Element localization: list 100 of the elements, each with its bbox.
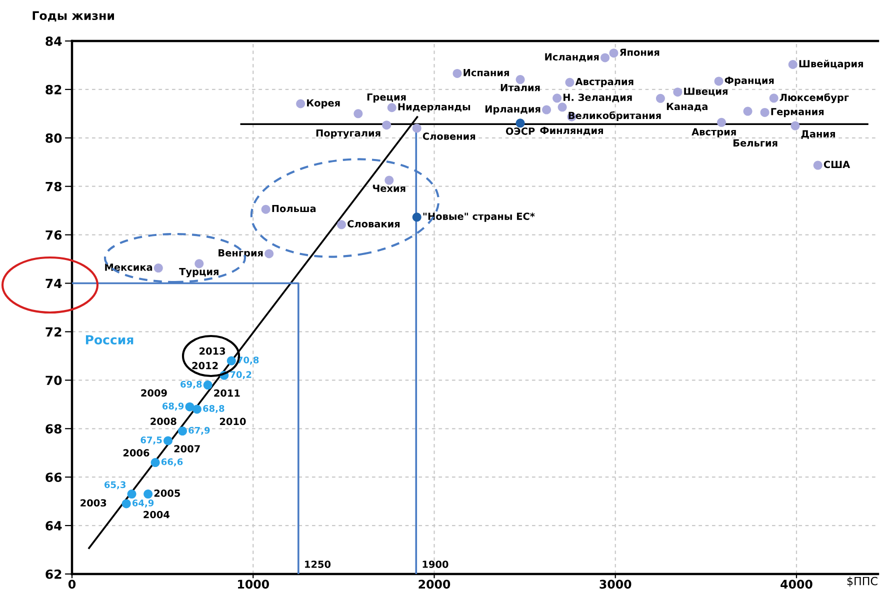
point — [185, 402, 194, 412]
point — [656, 94, 665, 103]
y-axis-title: Годы жизни — [32, 11, 114, 22]
data-label: 69,8 — [180, 380, 202, 389]
point — [412, 124, 422, 133]
point — [717, 118, 726, 127]
annotation: Великобритания — [568, 111, 661, 122]
point — [516, 118, 525, 128]
point — [154, 264, 163, 273]
annotation: Испания — [464, 69, 509, 76]
point — [122, 499, 131, 508]
point — [542, 105, 552, 114]
annotation: Канада — [666, 102, 708, 112]
annotation: Италия — [500, 84, 540, 92]
annotation: 2005 — [154, 490, 180, 497]
annotation: Португалия — [316, 129, 380, 139]
point — [384, 176, 394, 185]
data-label: 67,9 — [188, 426, 210, 435]
annotation: Греция — [367, 93, 406, 103]
x-tick-label: 2000 — [418, 580, 450, 589]
annotation: Чехия — [373, 184, 406, 192]
text: Россия — [86, 335, 134, 344]
x-tick-label: 0 — [68, 580, 76, 589]
data-label: 70,2 — [230, 371, 252, 380]
annotation: 2007 — [174, 445, 200, 452]
y-tick-label: 64 — [46, 521, 62, 530]
annotation: 2010 — [220, 418, 246, 426]
data-label: 66,6 — [161, 458, 183, 466]
annotation: Дания — [801, 130, 835, 139]
point — [558, 102, 567, 112]
point — [226, 356, 236, 366]
y-tick-label: 68 — [46, 424, 62, 434]
point — [760, 108, 770, 117]
point — [194, 259, 204, 268]
point — [412, 212, 422, 222]
annotation: Словения — [422, 132, 476, 140]
point — [813, 160, 822, 170]
annotation: 2006 — [123, 449, 150, 457]
annotation: Финляндия — [540, 126, 603, 136]
annotation: 1250 — [305, 560, 331, 568]
point — [337, 220, 346, 230]
y-tick-label: 72 — [46, 327, 62, 336]
annotation: США — [824, 160, 850, 168]
annotation: Турция — [179, 268, 218, 278]
y-tick-label: 78 — [46, 182, 62, 192]
point — [163, 436, 172, 446]
annotation: Бельгия — [734, 139, 778, 147]
annotation: Германия — [771, 108, 824, 118]
y-tick-label: 62 — [46, 569, 62, 579]
annotation: Словакия — [348, 220, 400, 228]
point — [516, 75, 525, 84]
point — [452, 68, 462, 78]
annotation: 1900 — [422, 560, 448, 568]
y-tick-label: 76 — [46, 230, 62, 240]
annotation: 2004 — [144, 510, 170, 518]
data-label: 68,8 — [203, 405, 224, 414]
y-tick-label: 80 — [46, 133, 62, 143]
annotation: 2013 — [200, 347, 226, 355]
annotation: 2003 — [80, 499, 106, 507]
annotation: Франция — [724, 76, 774, 86]
annotation: 2008 — [150, 418, 176, 426]
point — [354, 109, 363, 118]
annotation: Мексика — [105, 264, 152, 271]
y-tick-label: 66 — [46, 472, 62, 482]
point — [387, 103, 396, 112]
y-tick-label: 84 — [46, 36, 62, 46]
point — [144, 490, 153, 499]
annotation: "Новые" страны ЕС* — [423, 212, 535, 222]
point — [296, 99, 306, 108]
point — [743, 106, 752, 116]
data-label: 65,3 — [104, 481, 126, 490]
annotation: 2012 — [192, 362, 218, 370]
annotation: Швеция — [684, 88, 728, 96]
point — [264, 249, 274, 258]
point — [790, 121, 800, 130]
annotation: Япония — [620, 48, 660, 56]
point — [382, 120, 392, 130]
annotation: Австрия — [692, 128, 736, 138]
annotation: Ирландия — [485, 105, 540, 115]
x-axis-title: $ППС — [847, 576, 878, 587]
data-label: 64,9 — [132, 500, 154, 508]
annotation: 2009 — [141, 389, 167, 397]
point — [673, 88, 682, 97]
y-tick-label: 70 — [46, 376, 62, 386]
data-label: 68,9 — [162, 402, 184, 411]
annotation: 2011 — [214, 389, 240, 397]
annotation: Нидерланды — [398, 103, 470, 112]
annotation: Н. Зеландия — [564, 94, 632, 102]
x-tick-label: 1000 — [238, 580, 269, 589]
point — [565, 78, 574, 87]
annotation: Корея — [307, 99, 340, 108]
data-label: 67,5 — [140, 436, 162, 445]
annotation: Венгрия — [218, 249, 263, 258]
x-tick-label: 3000 — [600, 580, 632, 589]
annotation: Австралия — [575, 78, 634, 88]
point — [552, 94, 562, 103]
point — [769, 94, 778, 103]
x-tick-label: 4000 — [780, 580, 812, 589]
point — [609, 48, 618, 58]
annotation: Люксембург — [780, 93, 849, 104]
